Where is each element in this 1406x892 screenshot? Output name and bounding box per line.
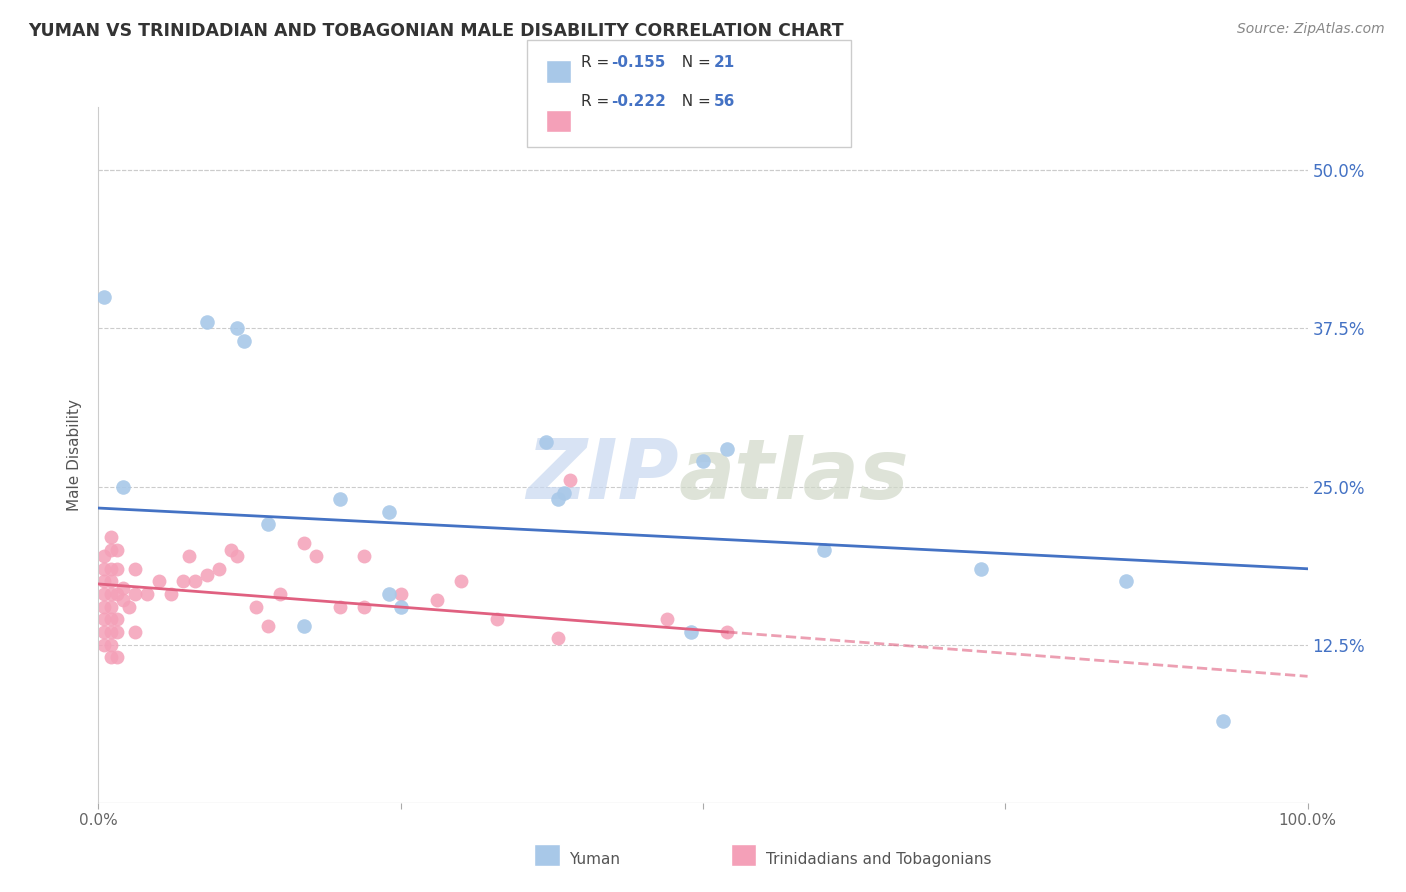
Point	[93, 562, 115, 576]
Point	[93, 587, 115, 601]
Point	[105, 612, 128, 626]
Point	[353, 549, 375, 563]
Point	[716, 442, 738, 456]
Point	[100, 542, 122, 557]
Point	[100, 638, 122, 652]
Text: atlas: atlas	[679, 435, 910, 516]
Point	[111, 593, 134, 607]
Point	[245, 599, 267, 614]
Point	[292, 536, 315, 550]
Text: 56: 56	[714, 94, 735, 109]
Point	[100, 650, 122, 665]
Point	[970, 562, 993, 576]
Point	[124, 625, 146, 640]
Point	[1115, 574, 1137, 589]
Point	[111, 479, 134, 493]
Point	[111, 581, 134, 595]
Point	[547, 492, 569, 507]
Point	[655, 612, 678, 626]
Text: ZIP: ZIP	[526, 435, 679, 516]
Text: N =: N =	[672, 94, 716, 109]
Point	[305, 549, 328, 563]
Point	[135, 587, 157, 601]
Text: -0.222: -0.222	[612, 94, 666, 109]
Point	[232, 334, 254, 348]
Point	[426, 593, 449, 607]
Point	[93, 599, 115, 614]
Point	[329, 492, 352, 507]
Point	[100, 562, 122, 576]
Point	[558, 473, 581, 487]
Point	[208, 562, 231, 576]
Point	[100, 599, 122, 614]
Point	[93, 625, 115, 640]
Point	[93, 638, 115, 652]
Point	[93, 612, 115, 626]
Point	[226, 321, 249, 335]
Point	[105, 542, 128, 557]
Point	[450, 574, 472, 589]
Point	[486, 612, 509, 626]
Point	[118, 599, 141, 614]
Point	[679, 625, 702, 640]
Point	[105, 650, 128, 665]
Point	[269, 587, 291, 601]
Text: R =: R =	[581, 94, 614, 109]
Point	[105, 587, 128, 601]
Point	[148, 574, 170, 589]
Point	[100, 612, 122, 626]
Text: YUMAN VS TRINIDADIAN AND TOBAGONIAN MALE DISABILITY CORRELATION CHART: YUMAN VS TRINIDADIAN AND TOBAGONIAN MALE…	[28, 22, 844, 40]
Text: Yuman: Yuman	[569, 852, 620, 867]
Point	[716, 625, 738, 640]
Point	[256, 517, 278, 532]
Point	[534, 435, 557, 450]
Point	[195, 568, 218, 582]
Text: -0.155: -0.155	[612, 55, 666, 70]
Point	[100, 574, 122, 589]
Point	[124, 562, 146, 576]
Text: Trinidadians and Tobagonians: Trinidadians and Tobagonians	[766, 852, 991, 867]
Point	[692, 454, 714, 468]
Point	[179, 549, 201, 563]
Point	[100, 625, 122, 640]
Point	[172, 574, 194, 589]
Point	[100, 587, 122, 601]
Y-axis label: Male Disability: Male Disability	[67, 399, 83, 511]
Point	[93, 574, 115, 589]
Point	[195, 315, 218, 329]
Point	[100, 530, 122, 544]
Point	[93, 290, 115, 304]
Point	[353, 599, 375, 614]
Point	[547, 632, 569, 646]
Point	[1212, 714, 1234, 728]
Point	[377, 587, 399, 601]
Point	[226, 549, 249, 563]
Point	[329, 599, 352, 614]
Point	[292, 618, 315, 632]
Point	[377, 505, 399, 519]
Point	[813, 542, 835, 557]
Point	[553, 486, 575, 500]
Point	[105, 562, 128, 576]
Point	[256, 618, 278, 632]
Text: N =: N =	[672, 55, 716, 70]
Point	[160, 587, 183, 601]
Point	[105, 625, 128, 640]
Text: R =: R =	[581, 55, 614, 70]
Text: Source: ZipAtlas.com: Source: ZipAtlas.com	[1237, 22, 1385, 37]
Point	[221, 542, 243, 557]
Point	[124, 587, 146, 601]
Point	[184, 574, 207, 589]
Text: 21: 21	[714, 55, 735, 70]
Point	[93, 549, 115, 563]
Point	[389, 599, 412, 614]
Point	[389, 587, 412, 601]
